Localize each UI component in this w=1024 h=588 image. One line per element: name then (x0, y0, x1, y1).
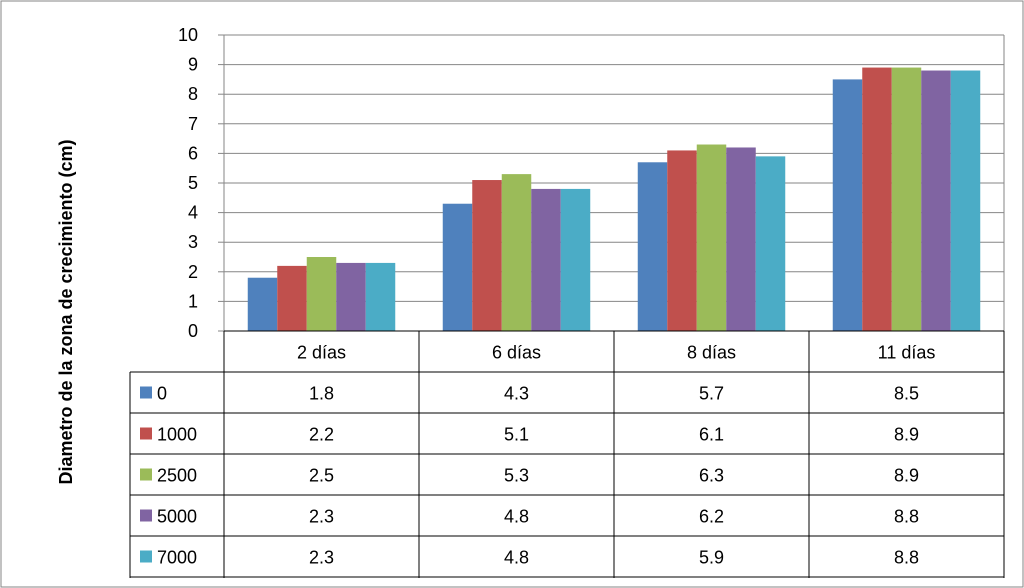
bar (696, 144, 727, 331)
y-axis-ticks: 0 1 2 3 4 5 6 7 8 9 10 (178, 25, 198, 341)
data-label: 2.3 (309, 507, 334, 527)
bar (667, 150, 697, 331)
legend-swatch (140, 509, 152, 522)
bar (755, 156, 786, 331)
bar (726, 147, 756, 331)
data-label: 8.9 (894, 425, 919, 445)
bar (247, 277, 278, 331)
category-label: 11 días (878, 343, 936, 363)
bar (365, 262, 396, 331)
bar (950, 70, 981, 332)
y-tick-label: 7 (188, 114, 198, 134)
legend-swatch (140, 550, 152, 563)
bar (862, 67, 892, 331)
legend-label: 2500 (157, 466, 197, 486)
data-label: 8.8 (894, 548, 919, 568)
bar (891, 67, 922, 331)
data-label: 4.3 (504, 384, 529, 404)
category-label: 6 días (492, 343, 541, 363)
data-label: 5.7 (699, 384, 724, 404)
data-label: 2.5 (309, 466, 334, 486)
bar (472, 180, 502, 331)
data-label: 5.1 (504, 425, 529, 445)
data-label: 2.2 (309, 425, 334, 445)
y-tick-label: 6 (188, 143, 198, 163)
data-label: 2.3 (309, 548, 334, 568)
data-label: 8.9 (894, 466, 919, 486)
legend-label: 1000 (157, 425, 197, 445)
y-tick-label: 10 (178, 25, 198, 45)
bar (306, 257, 337, 331)
data-label: 8.5 (894, 384, 919, 404)
y-tick-label: 9 (188, 55, 198, 75)
category-label: 2 días (297, 343, 346, 363)
y-tick-label: 0 (188, 321, 198, 341)
y-tick-label: 2 (188, 262, 198, 282)
y-tick-label: 8 (188, 84, 198, 104)
bar (501, 174, 532, 331)
data-table: 2 días 6 días 8 días 11 días 0 1.8 4.3 5.7 8.5 10… (129, 330, 1005, 578)
legend-swatch (140, 386, 152, 399)
legend-label: 5000 (157, 507, 197, 527)
y-tick-label: 4 (188, 203, 198, 223)
bar (832, 79, 863, 332)
data-label: 5.3 (504, 466, 529, 486)
data-label: 8.8 (894, 507, 919, 527)
bar (637, 162, 668, 331)
data-label: 6.3 (699, 466, 724, 486)
legend-swatch (140, 427, 152, 440)
data-label: 5.9 (699, 548, 724, 568)
bar (531, 188, 561, 331)
legend-label: 0 (157, 384, 167, 404)
y-axis-label: Diametro de la zona de crecimiento (cm) (56, 139, 76, 484)
bar (921, 70, 951, 332)
legend-swatch (140, 468, 152, 481)
bar (560, 188, 591, 331)
bar (442, 203, 473, 331)
data-label: 1.8 (309, 384, 334, 404)
category-label: 8 días (687, 343, 736, 363)
bars (247, 67, 981, 332)
data-label: 6.1 (699, 425, 724, 445)
y-tick-label: 3 (188, 232, 198, 252)
data-label: 4.8 (504, 507, 529, 527)
data-label: 4.8 (504, 548, 529, 568)
data-label: 6.2 (699, 507, 724, 527)
legend-label: 7000 (157, 548, 197, 568)
bar (336, 262, 366, 331)
y-tick-label: 1 (188, 291, 198, 311)
bar (277, 265, 307, 331)
y-tick-label: 5 (188, 173, 198, 193)
